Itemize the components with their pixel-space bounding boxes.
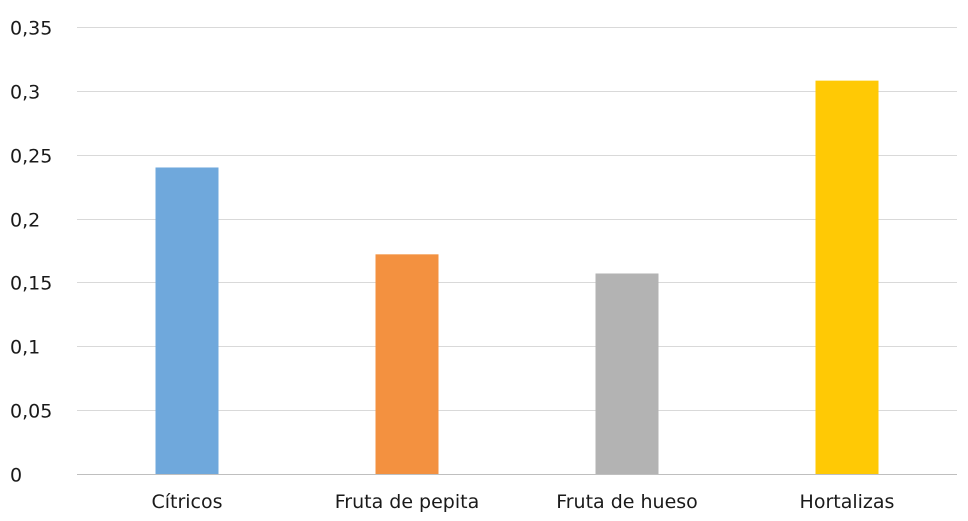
y-tick-label: 0,25 xyxy=(10,146,52,168)
y-tick-label: 0,15 xyxy=(10,273,52,295)
bars xyxy=(155,80,879,474)
x-axis-category-labels: Cítricos Fruta de pepita Fruta de hueso Hor… xyxy=(151,491,894,513)
bar-fruta-de-pepita xyxy=(375,254,439,474)
y-tick-label: 0,2 xyxy=(10,210,40,232)
y-tick-label: 0 xyxy=(10,465,22,487)
bar-cítricos xyxy=(155,167,219,474)
y-tick-label: 0,05 xyxy=(10,401,52,423)
gridlines xyxy=(77,27,957,411)
x-category-label: Fruta de hueso xyxy=(556,491,698,513)
bar-hortalizas xyxy=(815,80,879,474)
y-tick-label: 0,35 xyxy=(10,18,52,40)
x-category-label: Fruta de pepita xyxy=(335,491,480,513)
x-category-label: Hortalizas xyxy=(800,491,895,513)
bar-fruta-de-hueso xyxy=(595,273,659,474)
y-tick-label: 0,1 xyxy=(10,337,40,359)
y-tick-label: 0,3 xyxy=(10,82,40,104)
x-category-label: Cítricos xyxy=(151,491,222,513)
y-axis-tick-labels: 0 0,05 0,1 0,15 0,2 0,25 0,3 0,35 xyxy=(10,18,52,487)
